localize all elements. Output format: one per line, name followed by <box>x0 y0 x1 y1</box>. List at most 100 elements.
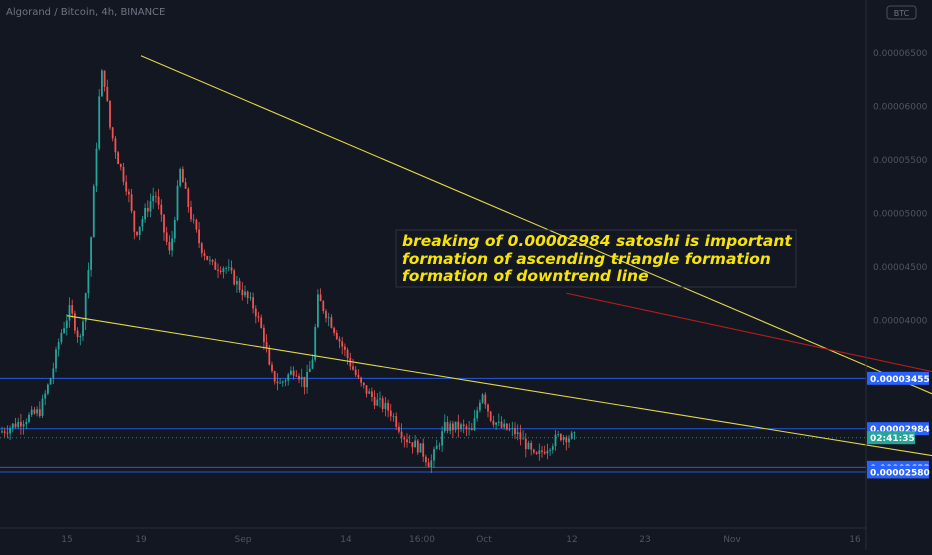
candle-body <box>444 422 446 431</box>
candle-body <box>420 443 422 452</box>
candle-body <box>214 262 216 270</box>
candle-body <box>71 305 73 313</box>
candle-body <box>152 196 154 201</box>
candle-body <box>490 411 492 420</box>
candle-body <box>12 424 14 428</box>
candle-body <box>349 358 351 366</box>
x-tick-label: 19 <box>135 535 147 545</box>
candle-body <box>39 409 41 416</box>
candle-body <box>368 391 370 393</box>
candle-body <box>106 87 108 101</box>
candle-body <box>250 297 252 298</box>
candle-body <box>255 309 257 317</box>
candle-body <box>339 339 341 341</box>
candle-body <box>428 462 430 467</box>
candle-body <box>382 398 384 409</box>
candle-body <box>398 427 400 432</box>
candle-body <box>258 316 260 317</box>
candle-body <box>220 271 222 272</box>
candle-body <box>501 422 503 428</box>
candle-body <box>533 450 535 453</box>
candle-body <box>193 219 195 220</box>
currency-badge[interactable]: BTC <box>894 9 910 18</box>
candle-body <box>544 452 546 454</box>
candle-body <box>117 152 119 164</box>
x-tick-label: Sep <box>235 535 252 545</box>
candle-body <box>63 328 65 333</box>
candle-body <box>28 415 30 422</box>
candle-body <box>406 439 408 442</box>
candle-body <box>541 450 543 452</box>
candle-body <box>393 416 395 417</box>
y-tick-label: 0.00006500 <box>873 49 928 59</box>
candle-body <box>112 127 114 138</box>
candle-body <box>217 270 219 271</box>
candle-body <box>479 403 481 411</box>
candle-body <box>88 270 90 293</box>
candle-body <box>66 321 68 329</box>
x-tick-label: 15 <box>61 535 72 545</box>
x-tick-label: Oct <box>476 535 492 545</box>
candle-body <box>96 149 98 186</box>
candle-body <box>17 422 19 427</box>
annotation-line-2: formation of ascending triangle formatio… <box>402 250 771 268</box>
candle-body <box>101 71 103 97</box>
y-tick-label: 0.00005500 <box>873 156 928 166</box>
candle-body <box>142 219 144 226</box>
candle-body <box>363 383 365 386</box>
candle-body <box>290 371 292 375</box>
candle-body <box>547 451 549 454</box>
candle-body <box>25 422 27 424</box>
candle-body <box>271 365 273 371</box>
candle-body <box>282 382 284 383</box>
candle-body <box>565 437 567 442</box>
candle-body <box>538 450 540 453</box>
candle-body <box>160 205 162 215</box>
candle-body <box>403 437 405 439</box>
candle-body <box>15 424 17 428</box>
candle-body <box>1 431 3 432</box>
candle-body <box>125 182 127 192</box>
candle-body <box>325 311 327 318</box>
countdown-label: 02:41:35 <box>870 434 915 444</box>
candle-body <box>495 423 497 425</box>
candle-body <box>309 369 311 372</box>
candle-body <box>136 232 138 235</box>
candle-body <box>441 431 443 445</box>
candle-body <box>74 313 76 330</box>
candle-body <box>571 433 573 439</box>
candle-body <box>557 434 559 435</box>
candle-body <box>55 349 57 368</box>
candle-body <box>482 395 484 403</box>
candle-body <box>433 449 435 460</box>
candle-body <box>314 327 316 360</box>
candle-body <box>439 445 441 446</box>
candle-body <box>90 237 92 270</box>
y-tick-label: 0.00005000 <box>873 210 928 220</box>
candle-body <box>476 410 478 418</box>
candle-body <box>274 371 276 381</box>
candle-body <box>179 169 181 186</box>
candle-body <box>409 442 411 443</box>
candle-body <box>198 230 200 244</box>
candle-body <box>387 403 389 411</box>
candle-body <box>185 182 187 188</box>
candle-body <box>317 294 319 327</box>
candle-body <box>252 297 254 308</box>
candle-body <box>568 439 570 443</box>
candle-body <box>449 424 451 431</box>
candle-body <box>196 220 198 230</box>
candle-body <box>225 268 227 269</box>
candle-body <box>355 370 357 375</box>
candle-body <box>104 71 106 87</box>
candle-body <box>471 428 473 430</box>
candle-body <box>139 227 141 235</box>
candle-body <box>320 294 322 301</box>
candle-body <box>352 366 354 369</box>
candle-body <box>279 383 281 384</box>
x-tick-label: 16:00 <box>409 535 435 545</box>
candle-body <box>463 424 465 426</box>
candle-body <box>115 138 117 152</box>
